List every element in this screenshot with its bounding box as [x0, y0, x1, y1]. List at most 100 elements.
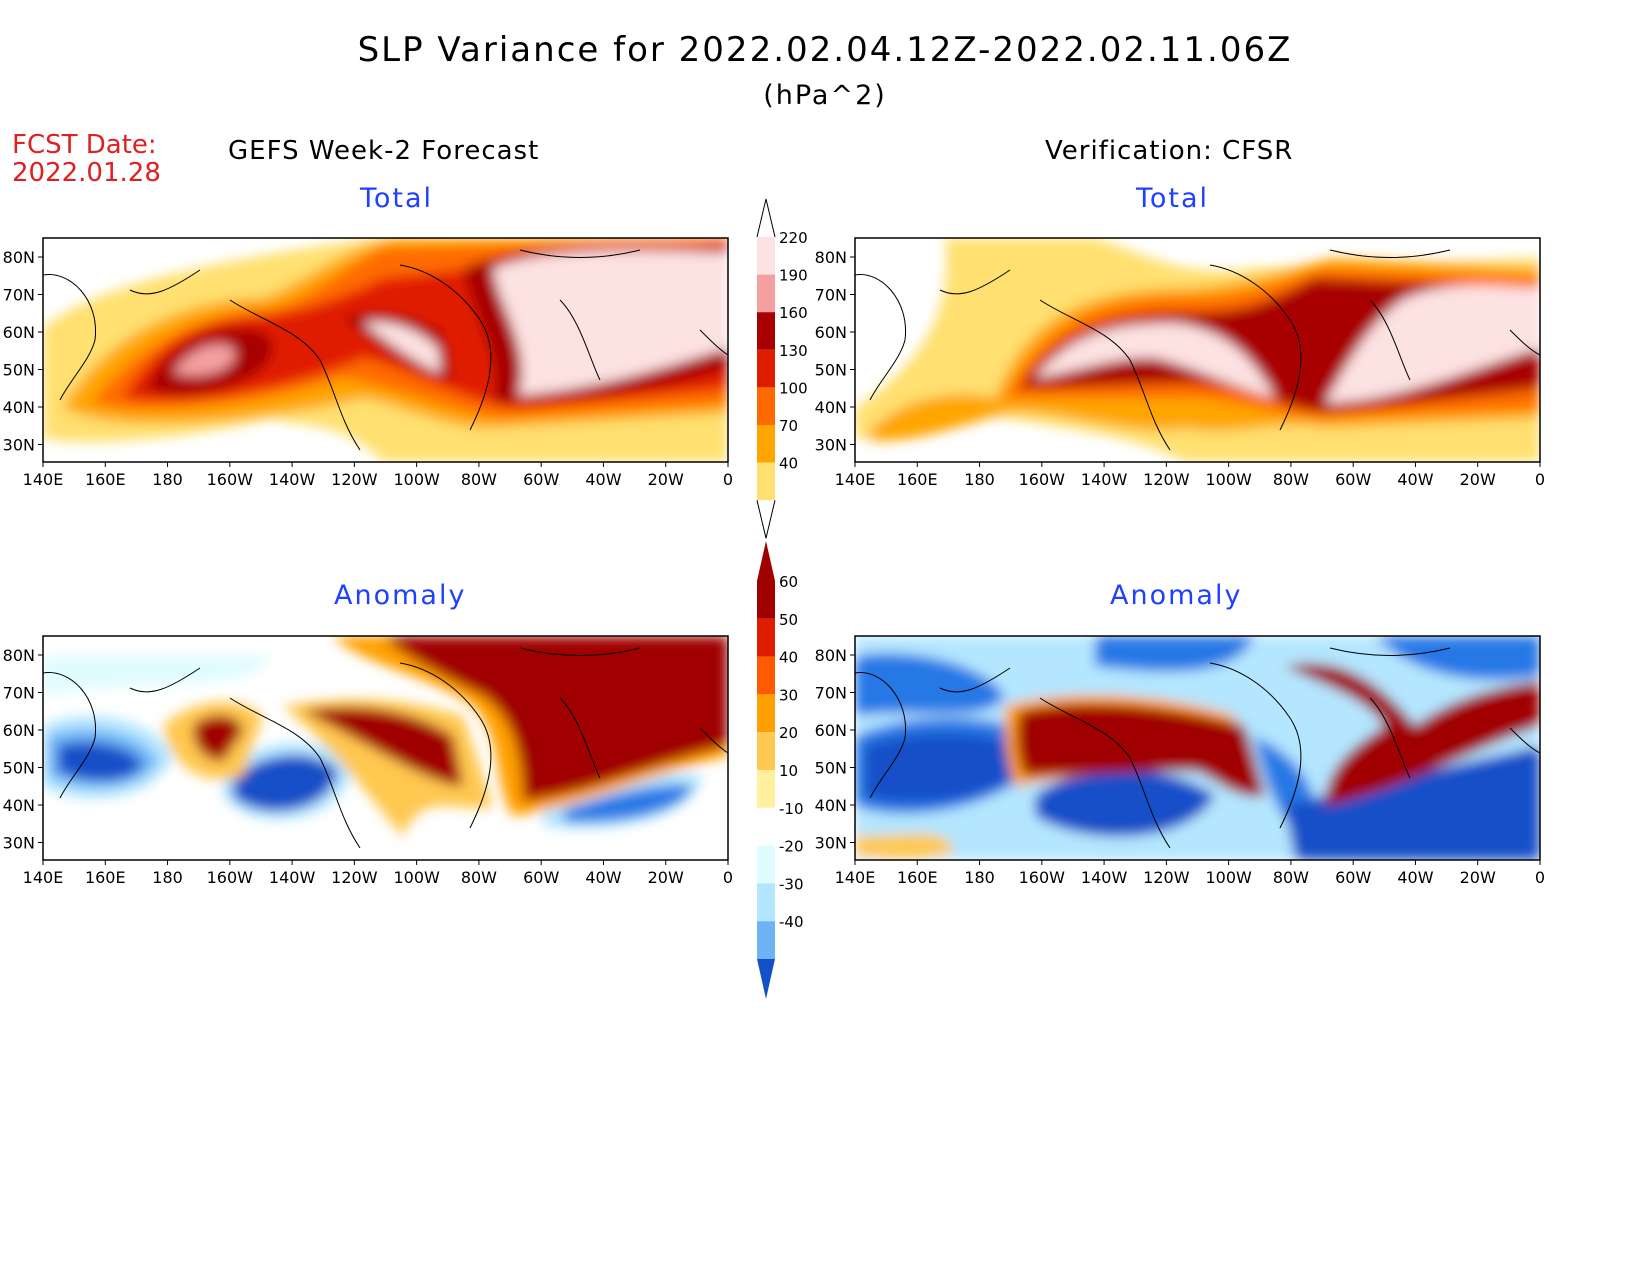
lon-tick-label: 140W: [1081, 470, 1128, 489]
lon-tick-label: 180: [152, 868, 183, 887]
lon-tick-label: 20W: [1460, 868, 1496, 887]
lon-tick-label: 140E: [835, 470, 876, 489]
colorbar-swatch: [757, 770, 775, 808]
lat-tick-label: 30N: [3, 834, 35, 853]
lon-tick-label: 0: [1535, 868, 1545, 887]
lon-tick-label: 140E: [23, 470, 64, 489]
lat-tick-label: 80N: [815, 646, 847, 665]
lon-tick-label: 160W: [1019, 470, 1066, 489]
lon-tick-label: 20W: [1460, 470, 1496, 489]
lon-tick-label: 120W: [331, 868, 378, 887]
colorbar-level-label: -10: [779, 800, 804, 818]
lat-tick-label: 30N: [815, 834, 847, 853]
colorbar-level-label: 160: [779, 304, 808, 322]
verification-anomaly-map: [854, 635, 1541, 861]
lon-tick-label: 80W: [461, 868, 497, 887]
colorbar-level-label: 20: [779, 724, 798, 742]
units-label: (hPa^2): [763, 80, 887, 111]
colorbar-swatch: [757, 883, 775, 922]
lon-tick-label: 160E: [85, 868, 126, 887]
lat-tick-label: 60N: [815, 721, 847, 740]
anomaly-colorbar: 60 50 40 30 20 10 -10 -20 -30 -40: [757, 541, 804, 999]
fcst-date-value: 2022.01.28: [12, 158, 161, 188]
lon-tick-label: 100W: [1205, 868, 1252, 887]
lon-tick-label: 40W: [585, 470, 621, 489]
colorbar-swatch: [757, 425, 775, 463]
lon-tick-label: 100W: [393, 470, 440, 489]
lon-tick-label: 160W: [1019, 868, 1066, 887]
colorbar-swatch: [757, 462, 775, 501]
lat-tick-label: 70N: [3, 684, 35, 703]
lon-tick-label: 160E: [897, 868, 938, 887]
forecast-total-map: [42, 237, 729, 463]
lat-tick-label: 80N: [815, 248, 847, 267]
colorbar-level-label: 60: [779, 573, 798, 591]
colorbar-swatch: [757, 845, 775, 884]
colorbar-level-label: -30: [779, 875, 804, 893]
lat-tick-label: 50N: [3, 759, 35, 778]
lat-tick-label: 60N: [3, 323, 35, 342]
colorbar-swatch: [757, 349, 775, 388]
lon-tick-label: 160W: [207, 868, 254, 887]
colorbar-swatch: [757, 807, 775, 846]
lon-tick-label: 140W: [1081, 868, 1128, 887]
lon-tick-label: 140E: [835, 868, 876, 887]
colorbar-swatch: [757, 732, 775, 770]
colorbar-level-label: 40: [779, 649, 798, 667]
lon-tick-label: 0: [723, 868, 733, 887]
lon-tick-label: 40W: [1397, 868, 1433, 887]
colorbar-level-label: 30: [779, 686, 798, 704]
lon-tick-label: 40W: [585, 868, 621, 887]
colorbar-swatch: [757, 312, 775, 350]
lat-tick-label: 80N: [3, 646, 35, 665]
colorbar-swatch: [757, 656, 775, 695]
lon-tick-label: 60W: [523, 470, 559, 489]
lon-tick-label: 80W: [461, 470, 497, 489]
colorbar-level-label: -20: [779, 838, 804, 856]
lon-tick-label: 80W: [1273, 868, 1309, 887]
colorbar-swatch: [757, 921, 775, 959]
lon-tick-label: 60W: [1335, 470, 1371, 489]
colorbar-level-label: -40: [779, 913, 804, 931]
lon-tick-label: 180: [964, 470, 995, 489]
lat-tick-label: 50N: [3, 361, 35, 380]
verification-column-title: Verification: CFSR: [1045, 136, 1294, 166]
lat-tick-label: 30N: [815, 436, 847, 455]
lon-tick-label: 140E: [23, 868, 64, 887]
lon-tick-label: 140W: [269, 868, 316, 887]
colorbar-level-label: 130: [779, 342, 808, 360]
lat-tick-label: 70N: [815, 286, 847, 305]
colorbar-top-arrow: [756, 198, 776, 238]
forecast-total-label: Total: [360, 183, 434, 214]
lat-tick-label: 40N: [3, 398, 35, 417]
forecast-anomaly-label: Anomaly: [334, 580, 467, 611]
lon-tick-label: 140W: [269, 470, 316, 489]
lon-tick-label: 160E: [897, 470, 938, 489]
colorbar-bottom-arrow: [757, 959, 775, 999]
lat-tick-label: 60N: [815, 323, 847, 342]
lon-tick-label: 0: [723, 470, 733, 489]
verification-total-label: Total: [1136, 183, 1210, 214]
colorbar-swatch: [757, 387, 775, 425]
lon-tick-label: 160E: [85, 470, 126, 489]
colorbar-top-arrow: [757, 541, 775, 581]
colorbar-level-label: 50: [779, 611, 798, 629]
lat-tick-label: 70N: [815, 684, 847, 703]
colorbar-level-label: 100: [779, 379, 808, 397]
lon-tick-label: 120W: [1143, 868, 1190, 887]
colorbar-swatch: [757, 618, 775, 657]
colorbar-level-label: 40: [779, 455, 798, 473]
forecast-anomaly-map: [42, 635, 729, 861]
lon-tick-label: 0: [1535, 470, 1545, 489]
colorbar-level-label: 10: [779, 762, 798, 780]
colorbar-swatch: [757, 581, 775, 619]
colorbar-level-label: 220: [779, 229, 808, 247]
verification-anomaly-label: Anomaly: [1110, 580, 1243, 611]
lon-tick-label: 60W: [1335, 868, 1371, 887]
lon-tick-label: 20W: [648, 868, 684, 887]
lon-tick-label: 160W: [207, 470, 254, 489]
lon-tick-label: 60W: [523, 868, 559, 887]
lat-tick-label: 80N: [3, 248, 35, 267]
lat-tick-label: 40N: [3, 796, 35, 815]
